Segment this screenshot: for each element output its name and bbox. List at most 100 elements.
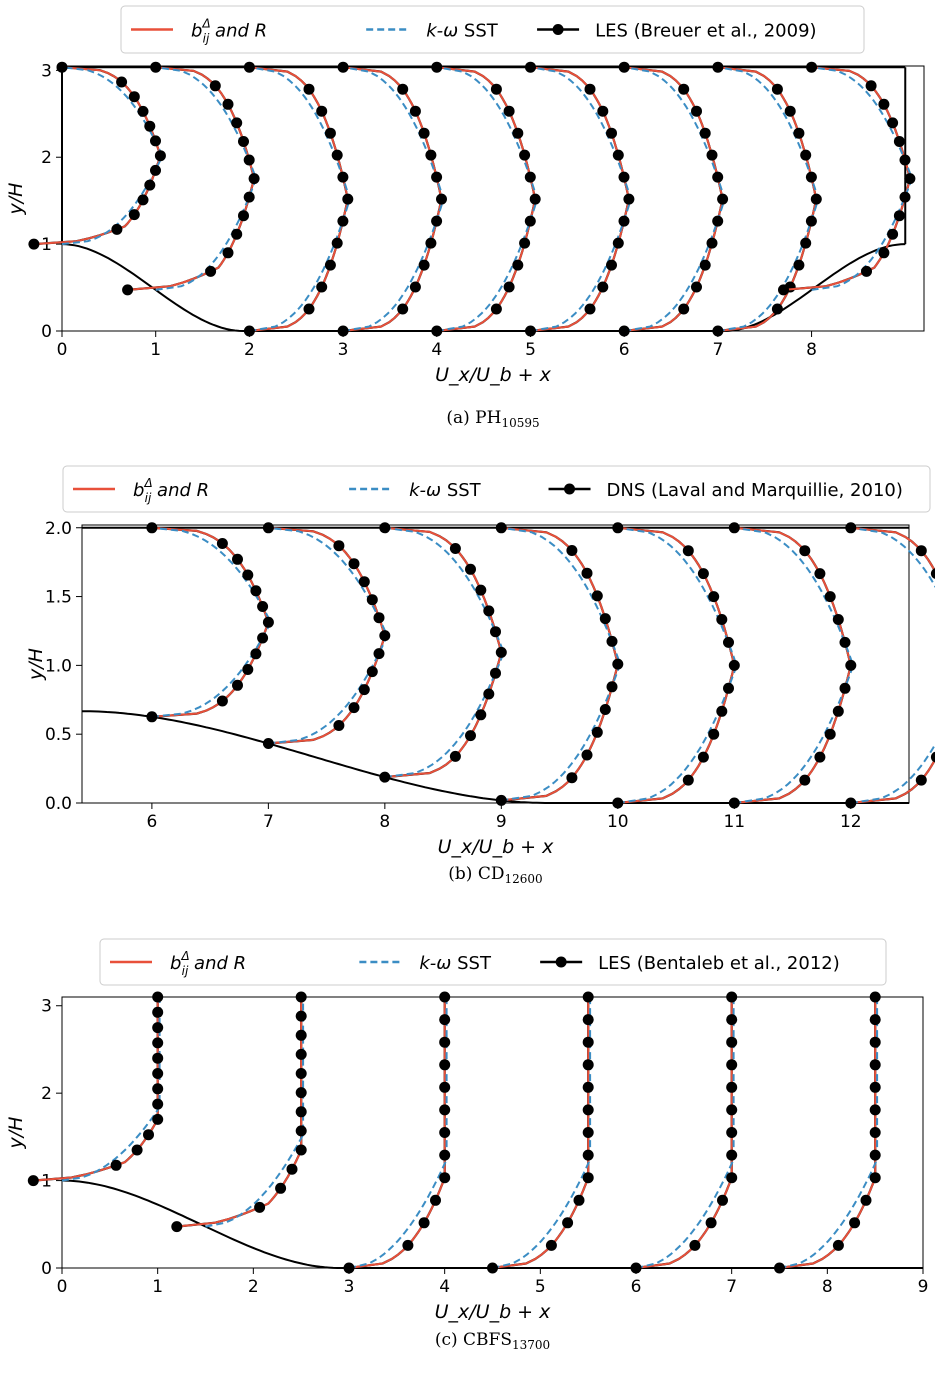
sst-profile-5	[779, 997, 879, 1269]
ref-marker	[566, 772, 578, 784]
ref-marker	[150, 135, 161, 147]
ref-marker	[726, 1059, 738, 1071]
ref-marker	[726, 1172, 738, 1184]
model-profile-4	[635, 997, 733, 1269]
model-profile-2	[249, 66, 349, 332]
ref-marker	[146, 522, 158, 534]
ref-marker	[439, 1081, 451, 1093]
y-tick-label: 2	[41, 1084, 52, 1104]
ref-marker	[358, 684, 370, 696]
ref-marker	[799, 774, 811, 786]
ref-marker	[171, 1221, 183, 1233]
ref-marker	[810, 193, 822, 205]
ref-marker	[726, 1036, 738, 1048]
ref-marker	[152, 1083, 164, 1095]
ref-marker	[143, 1129, 154, 1141]
x-tick-label: 12	[840, 812, 862, 832]
ref-marker	[778, 284, 789, 296]
ref-marker	[682, 774, 694, 786]
x-tick-label: 6	[146, 812, 157, 832]
ref-profile-1	[268, 526, 386, 745]
ref-marker	[832, 614, 844, 625]
ref-marker	[519, 149, 531, 161]
ref-marker	[899, 191, 911, 203]
sst-profile-5	[530, 66, 632, 332]
ref-marker	[814, 751, 826, 763]
ref-marker	[216, 695, 228, 707]
ref-marker	[379, 630, 391, 642]
x-tick-label: 8	[822, 1277, 833, 1297]
ref-marker	[222, 247, 234, 259]
ref-marker	[431, 325, 443, 337]
ref-marker	[128, 209, 140, 221]
legend-ref-marker	[555, 956, 567, 968]
ref-profile-6	[850, 526, 935, 805]
ref-marker	[832, 1239, 844, 1251]
ref-marker	[231, 228, 243, 240]
x-tick-label: 2	[244, 340, 255, 360]
ref-marker	[490, 303, 502, 315]
ref-marker	[904, 173, 916, 185]
ref-marker	[512, 127, 524, 139]
ref-marker	[152, 1068, 164, 1079]
ref-marker	[337, 61, 349, 73]
ref-marker	[262, 522, 274, 534]
x-tick-label: 0	[57, 1277, 68, 1297]
ref-marker	[366, 594, 378, 606]
ref-marker	[584, 303, 596, 315]
ref-marker	[800, 237, 812, 249]
ref-marker	[582, 1081, 594, 1093]
ref-marker	[824, 591, 836, 603]
ref-marker	[606, 127, 617, 139]
panel-caption: (c) CBFS13700	[435, 1330, 550, 1352]
ref-marker	[861, 265, 872, 277]
ref-marker	[295, 1125, 307, 1137]
legend-ref-marker	[552, 24, 564, 35]
x-tick-label: 1	[152, 1277, 163, 1297]
ref-marker	[275, 1182, 287, 1194]
ref-marker	[529, 193, 541, 205]
ref-marker	[150, 164, 161, 176]
ref-marker	[425, 237, 437, 249]
y-tick-label: 0.0	[45, 794, 72, 814]
ref-profile-5	[779, 997, 877, 1270]
ref-marker	[582, 1127, 594, 1138]
ref-marker	[832, 705, 844, 717]
x-tick-label: 7	[263, 812, 274, 832]
ref-marker	[137, 105, 149, 117]
ref-marker	[582, 1149, 594, 1161]
ref-marker	[439, 1149, 451, 1161]
x-tick-label: 3	[338, 340, 349, 360]
ref-marker	[152, 1006, 164, 1018]
ref-marker	[503, 105, 515, 117]
ref-marker	[712, 171, 724, 183]
panel-caption: (a) PH10595	[446, 408, 539, 430]
ref-marker	[216, 538, 228, 549]
ref-marker	[915, 545, 927, 557]
model-profile-1	[268, 526, 386, 745]
ref-marker	[331, 237, 343, 249]
x-tick-label: 7	[726, 1277, 737, 1297]
ref-marker	[373, 612, 385, 624]
ref-marker	[865, 80, 877, 92]
x-axis-label: U_x/U_b + x	[435, 1301, 552, 1323]
ref-marker	[397, 303, 409, 315]
ref-marker	[726, 991, 738, 1003]
ref-marker	[379, 771, 391, 783]
ref-marker	[243, 325, 255, 337]
plot-frame	[61, 996, 924, 1269]
ref-marker	[439, 1127, 451, 1138]
ref-marker	[490, 626, 501, 638]
ref-marker	[618, 171, 630, 183]
ref-marker	[728, 659, 740, 671]
model-profile-4	[617, 526, 736, 804]
x-tick-label: 6	[631, 1277, 642, 1297]
sst-profile-5	[734, 526, 855, 804]
sst-profile-6	[850, 526, 935, 804]
ref-marker	[295, 1068, 307, 1079]
ref-marker	[618, 215, 630, 227]
ref-marker	[431, 171, 443, 183]
ref-marker	[324, 259, 336, 271]
ref-marker	[250, 585, 262, 597]
legend-ref-label: LES (Breuer et al., 2009)	[595, 21, 816, 42]
